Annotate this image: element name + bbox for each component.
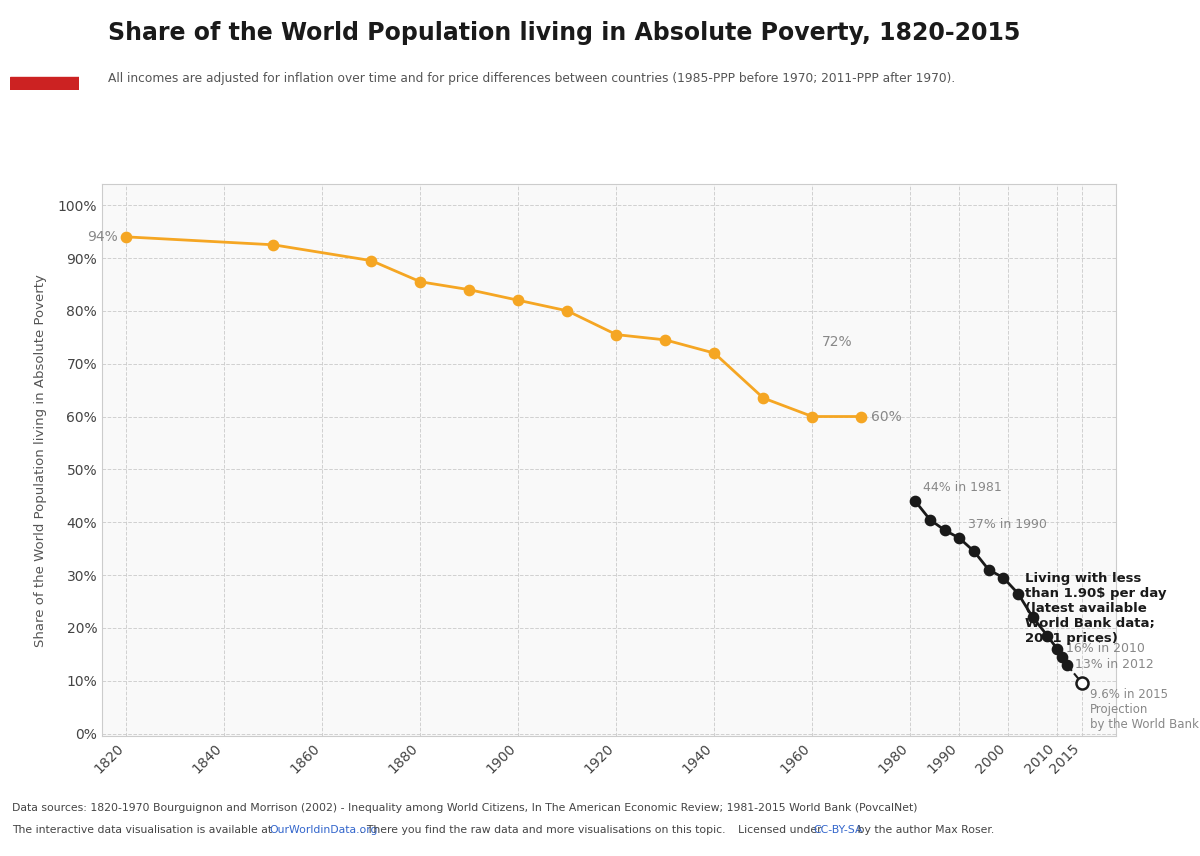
Point bbox=[1072, 676, 1091, 690]
Point bbox=[965, 544, 984, 558]
Point bbox=[116, 230, 136, 244]
Text: Licensed under: Licensed under bbox=[738, 825, 826, 835]
Point bbox=[949, 532, 968, 545]
Text: 94%: 94% bbox=[88, 230, 118, 244]
Point bbox=[906, 494, 925, 508]
Text: 9.6% in 2015
Projection
by the World Bank: 9.6% in 2015 Projection by the World Ban… bbox=[1090, 688, 1199, 731]
Point bbox=[852, 410, 871, 424]
Point bbox=[1008, 586, 1027, 600]
Text: All incomes are adjusted for inflation over time and for price differences betwe: All incomes are adjusted for inflation o… bbox=[108, 72, 955, 85]
Point bbox=[362, 253, 382, 267]
Text: 37% in 1990: 37% in 1990 bbox=[967, 518, 1046, 531]
Point bbox=[1052, 650, 1072, 663]
Text: The interactive data visualisation is available at: The interactive data visualisation is av… bbox=[12, 825, 276, 835]
Point bbox=[1024, 610, 1043, 624]
Text: . There you find the raw data and more visualisations on this topic.: . There you find the raw data and more v… bbox=[360, 825, 725, 835]
Text: Our World: Our World bbox=[14, 28, 74, 39]
Point bbox=[558, 304, 577, 318]
Point bbox=[264, 238, 283, 252]
Text: by the author Max Roser.: by the author Max Roser. bbox=[854, 825, 994, 835]
Text: Living with less
than 1.90$ per day
(latest available
World Bank data;
2011 pric: Living with less than 1.90$ per day (lat… bbox=[1025, 573, 1166, 645]
Text: 60%: 60% bbox=[871, 409, 901, 424]
Point bbox=[460, 282, 479, 296]
Point bbox=[1038, 629, 1057, 643]
Text: 44% in 1981: 44% in 1981 bbox=[924, 481, 1002, 494]
Bar bbox=[10, 77, 79, 90]
Point bbox=[704, 347, 724, 360]
Point bbox=[655, 333, 674, 347]
Point bbox=[920, 513, 940, 526]
Text: Share of the World Population living in Absolute Poverty, 1820-2015: Share of the World Population living in … bbox=[108, 21, 1020, 45]
Text: Data sources: 1820-1970 Bourguignon and Morrison (2002) - Inequality among World: Data sources: 1820-1970 Bourguignon and … bbox=[12, 803, 918, 813]
Y-axis label: Share of the World Population living in Absolute Poverty: Share of the World Population living in … bbox=[34, 274, 47, 646]
Point bbox=[607, 328, 626, 342]
Text: OurWorldinData.org: OurWorldinData.org bbox=[269, 825, 378, 835]
Text: 72%: 72% bbox=[822, 335, 853, 349]
Text: 16% in 2010: 16% in 2010 bbox=[1066, 643, 1145, 656]
Point bbox=[979, 563, 998, 577]
Text: in Data: in Data bbox=[23, 50, 66, 59]
Text: 13% in 2012: 13% in 2012 bbox=[1075, 658, 1154, 671]
Text: CC-BY-SA: CC-BY-SA bbox=[814, 825, 863, 835]
Point bbox=[935, 523, 954, 537]
Point bbox=[1057, 658, 1076, 672]
Point bbox=[509, 294, 528, 307]
Point bbox=[754, 391, 773, 405]
Point bbox=[803, 410, 822, 424]
Point bbox=[1048, 642, 1067, 656]
Point bbox=[994, 571, 1013, 585]
Point bbox=[410, 275, 430, 288]
